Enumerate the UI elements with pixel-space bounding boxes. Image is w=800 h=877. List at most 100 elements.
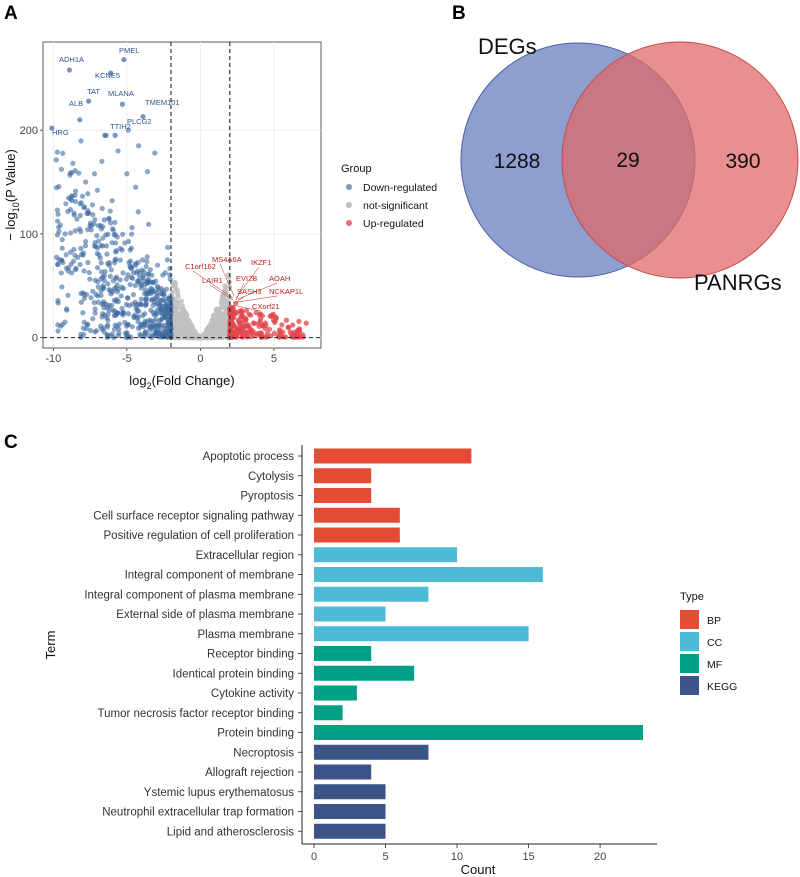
volcano-point-down [144,259,150,265]
term-labels: Apoptotic process Cytolysis Pyroptosis Cell… [84,451,302,838]
volcano-point-down [87,327,94,334]
volcano-point-up [276,334,282,340]
legend-swatch-bp [680,610,699,629]
volcano-point-down [81,295,88,302]
term-bar [314,705,343,721]
volcano-point-down [72,198,79,205]
volcano-point-down [125,127,131,133]
volcano-point-down [165,244,171,251]
term-label: Neutrophil extracellular trap formation [102,807,294,819]
volcano-point-down [58,270,64,276]
volcano-point-down [67,170,73,176]
volcano-point-down [106,287,112,293]
venn-count-degs-only: 1288 [494,150,541,173]
volcano-point-down [144,254,150,260]
term-bar [314,626,529,642]
volcano-point-down [92,306,98,312]
gene-label-leader [237,295,278,303]
term-label: Apoptotic process [203,451,295,463]
volcano-point-up [227,324,233,331]
volcano-point-down [80,310,86,316]
volcano-point-down [148,307,154,313]
gene-label-up: EVI2B [236,274,257,283]
volcano-point-down [159,290,165,297]
volcano-point-down [144,169,151,175]
volcano-point-down [135,209,141,215]
volcano-point-down [120,231,126,237]
term-bar [314,725,643,740]
volcano-point-down [55,261,61,267]
volcano-point-down [153,296,160,302]
volcano-point-down [54,232,61,238]
term-bar [314,567,543,582]
volcano-point-down [147,317,153,323]
panel-letter-a: A [4,3,18,24]
volcano-point-down [141,268,147,275]
volcano-point-down [105,281,111,287]
volcano-point-up [238,313,244,319]
volcano-point-down [98,323,104,329]
volcano-point-down [152,150,158,156]
volcano-point-ns [186,317,192,323]
term-label: Integral component of plasma membrane [84,589,294,601]
volcano-point-ns [175,294,181,300]
volcano-point-down [59,245,65,251]
volcano-point-down [62,319,68,325]
volcano-point-down [104,251,110,257]
volcano-point-down [68,230,74,236]
volcano-point-down [90,288,96,294]
volcano-point-down [167,276,173,282]
volcano-point-down [54,149,60,155]
gene-label-leader [235,282,245,301]
xlabel-rest: (Fold Change) [152,373,235,388]
volcano-point-down [72,252,78,258]
volcano-point-down [135,278,141,284]
term-bar [314,507,400,523]
term-bar [314,823,386,839]
volcano-point-down [78,228,84,235]
volcano-point-down-labeled [66,67,73,73]
volcano-point-down [71,210,77,216]
volcano-point-down [65,208,71,215]
type-legend-title: Type [680,591,704,603]
gene-label-down: HRG [52,128,69,137]
volcano-point-up [246,324,252,330]
volcano-point-down [115,148,121,154]
volcano-x-tick-label: 5 [271,353,277,365]
volcano-point-up [233,300,239,306]
legend-label-mf: MF [707,659,722,671]
volcano-point-down [112,240,119,246]
volcano-point-up [253,310,259,316]
volcano-point-down [99,205,105,212]
count-tick-label: 5 [382,851,388,863]
volcano-point-down [70,160,76,166]
volcano-point-down [136,308,142,314]
volcano-point-down [85,191,91,197]
legend-label-up: Up-regulated [363,218,424,230]
volcano-point-down [138,302,144,308]
volcano-point-ns [219,311,225,317]
gene-label-up: SASH3 [237,287,262,296]
volcano-point-up [290,322,296,328]
gene-label-leader [235,295,246,303]
volcano-point-down [128,274,134,280]
volcano-point-down [107,273,113,279]
volcano-point-down [123,301,130,308]
volcano-point-down [98,260,104,266]
legend-swatch-down [346,184,352,190]
volcano-point-down [53,184,60,191]
volcano-point-down [129,225,135,231]
gene-label-down: PMEL [119,46,139,55]
volcano-point-down [88,295,94,301]
volcano-point-down [111,326,117,332]
volcano-point-ns [222,283,228,289]
volcano-point-down [119,305,125,311]
volcano-point-down-labeled [140,114,146,120]
gene-label-down: MLANA [108,89,134,98]
term-label: Tumor necrosis factor receptor binding [98,708,294,720]
volcano-point-down [131,314,137,320]
term-bar [314,468,372,484]
term-label: Pyroptosis [240,491,294,503]
volcano-point-down [80,252,86,258]
volcano-point-down [104,305,110,311]
